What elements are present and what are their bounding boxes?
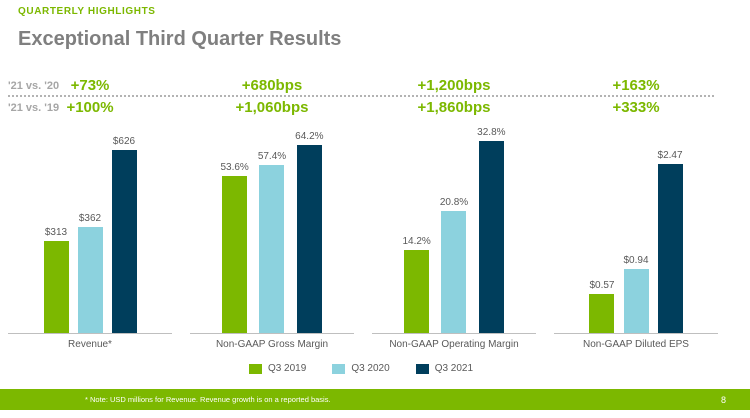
bar-value-label: 32.8% <box>477 127 506 138</box>
comparison-row-values: +73% +680bps +1,200bps +163% <box>8 77 714 94</box>
page-number: 8 <box>720 394 726 405</box>
bar-q3-2021 <box>111 150 137 333</box>
legend-swatch-icon <box>332 363 346 374</box>
legend-item-q3-2021: Q3 2021 <box>415 363 474 374</box>
bar-group-item: $2.47 <box>658 150 683 333</box>
bar-chart-non-gaap-gross-margin: 53.6% 57.4% 64.2% Non-GAAP Gross Margin <box>190 129 354 350</box>
bar-value-label: 14.2% <box>402 236 431 247</box>
bar-group-item: 14.2% <box>402 236 431 333</box>
comparison-row-values: +100% +1,060bps +1,860bps +333% <box>8 99 714 116</box>
bar-value-label: $0.57 <box>589 280 615 291</box>
bar-chart-non-gaap-diluted-eps: $0.57 $0.94 $2.47 Non-GAAP Diluted EPS <box>554 129 718 350</box>
legend-label: Q3 2019 <box>267 363 307 374</box>
comparison-stats: '21 vs. '20 +73% +680bps +1,200bps +163%… <box>8 76 714 118</box>
stat-revenue-growth-yoy: +73% <box>70 77 110 94</box>
comparison-row-21-vs-20: '21 vs. '20 +73% +680bps +1,200bps +163% <box>8 76 714 97</box>
comparison-row-21-vs-19: '21 vs. '19 +100% +1,060bps +1,860bps +3… <box>8 97 714 118</box>
bar-value-label: 64.2% <box>295 131 324 142</box>
slide-footer: * Note: USD millions for Revenue. Revenu… <box>0 389 750 410</box>
bar-group-item: 32.8% <box>477 127 506 333</box>
stat-operating-margin-change-2yr: +1,860bps <box>417 99 491 116</box>
bar-value-label: $0.94 <box>623 255 649 266</box>
bar-q3-2021 <box>296 145 322 333</box>
comparison-row-label: '21 vs. '20 <box>8 79 60 92</box>
legend-label: Q3 2021 <box>434 363 474 374</box>
bar-q3-2019 <box>404 250 430 333</box>
bar-group-item: 57.4% <box>258 151 286 333</box>
page-title: Exceptional Third Quarter Results <box>18 28 342 50</box>
bar-value-label: $2.47 <box>657 150 683 161</box>
chart-plot-area: 14.2% 20.8% 32.8% <box>372 127 536 334</box>
stat-revenue-growth-2yr: +100% <box>66 99 114 116</box>
chart-plot-area: $313 $362 $626 <box>8 129 172 334</box>
bar-value-label: $362 <box>78 213 102 224</box>
chart-category-label: Non-GAAP Operating Margin <box>389 339 519 350</box>
legend-swatch-icon <box>415 363 429 374</box>
bar-value-label: 57.4% <box>257 151 287 162</box>
legend-swatch-icon <box>248 363 262 374</box>
bar-q3-2020 <box>441 211 467 333</box>
section-eyebrow: QUARTERLY HIGHLIGHTS <box>18 6 156 17</box>
legend-item-q3-2019: Q3 2019 <box>248 363 307 374</box>
bar-q3-2020 <box>623 269 649 333</box>
bar-chart-revenue: $313 $362 $626 Revenue* <box>8 129 172 350</box>
bar-q3-2021 <box>657 164 683 333</box>
bar-chart-non-gaap-operating-margin: 14.2% 20.8% 32.8% Non-GAAP Operating Margin <box>372 127 536 350</box>
chart-category-label: Non-GAAP Diluted EPS <box>583 339 689 350</box>
comparison-row-label: '21 vs. '19 <box>8 101 60 114</box>
legend-item-q3-2020: Q3 2020 <box>332 363 390 374</box>
footnote-text: * Note: USD millions for Revenue. Revenu… <box>85 395 331 404</box>
bar-q3-2019 <box>43 241 69 333</box>
bar-group-item: $0.94 <box>623 255 649 333</box>
chart-plot-area: 53.6% 57.4% 64.2% <box>190 129 354 334</box>
chart-plot-area: $0.57 $0.94 $2.47 <box>554 129 718 334</box>
chart-category-label: Revenue* <box>68 339 112 350</box>
bar-value-label: 20.8% <box>439 197 469 208</box>
bar-q3-2020 <box>77 227 103 333</box>
bar-q3-2019 <box>589 294 615 333</box>
bar-charts-row: $313 $362 $626 Revenue* 53.6% 57.4% 64.2% Non-G… <box>8 127 718 350</box>
bar-group-item: 53.6% <box>220 162 249 333</box>
bar-group-item: $313 <box>43 227 69 333</box>
bar-q3-2020 <box>259 165 285 333</box>
bar-value-label: $626 <box>112 136 136 147</box>
stat-gross-margin-change-yoy: +680bps <box>241 77 303 94</box>
stat-operating-margin-change-yoy: +1,200bps <box>417 77 491 94</box>
bar-q3-2021 <box>478 141 504 333</box>
bar-group-item: $0.57 <box>589 280 614 333</box>
bar-q3-2019 <box>222 176 248 333</box>
slide-header: QUARTERLY HIGHLIGHTS Exceptional Third Q… <box>0 0 750 51</box>
legend-label: Q3 2020 <box>351 363 390 374</box>
stat-eps-growth-2yr: +333% <box>612 99 660 116</box>
bar-value-label: $313 <box>44 227 68 238</box>
bar-group-item: $362 <box>77 213 103 333</box>
chart-legend: Q3 2019 Q3 2020 Q3 2021 <box>8 363 714 374</box>
bar-value-label: 53.6% <box>220 162 249 173</box>
stat-gross-margin-change-2yr: +1,060bps <box>235 99 309 116</box>
bar-group-item: 64.2% <box>295 131 324 333</box>
stat-eps-growth-yoy: +163% <box>612 77 660 94</box>
chart-category-label: Non-GAAP Gross Margin <box>215 339 329 350</box>
bar-group-item: 20.8% <box>440 197 468 333</box>
bar-group-item: $626 <box>111 136 137 333</box>
